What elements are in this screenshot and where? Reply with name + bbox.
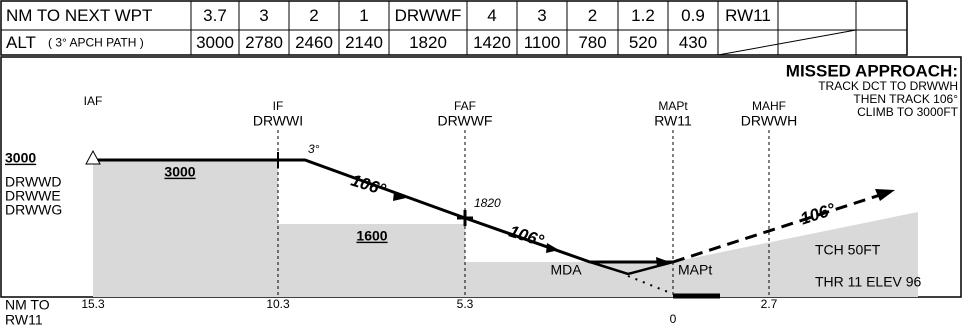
glide-angle: 3°: [308, 142, 320, 156]
row-label: ALT: [6, 33, 36, 52]
cell: RW11: [725, 6, 771, 25]
arrowhead: [656, 257, 670, 267]
fix-name: RW11: [654, 113, 692, 129]
iaf-altitude: 3000: [5, 150, 36, 166]
missed-line: THEN TRACK 106°: [853, 92, 958, 106]
terrain: [93, 160, 918, 297]
cell: 3.7: [203, 6, 227, 25]
distance: 10.3: [266, 297, 290, 311]
cell: 2460: [295, 33, 333, 52]
tch: TCH 50FT: [815, 242, 881, 258]
distance: 5.3: [457, 297, 474, 311]
row-label: NM TO NEXT WPT: [6, 6, 152, 25]
fix-role: MAHF: [752, 99, 786, 113]
cell: 1820: [409, 33, 447, 52]
cell: 3: [537, 6, 546, 25]
fix-role: IF: [273, 99, 284, 113]
cell: 1100: [524, 33, 561, 52]
iaf-fix: DRWWE: [5, 188, 61, 204]
missed-title: MISSED APPROACH:: [786, 61, 958, 80]
track: 106°: [798, 200, 838, 229]
arrowhead: [393, 191, 406, 201]
fix-role: FAF: [454, 99, 476, 113]
iaf-fix: DRWWD: [5, 174, 62, 190]
cell: 520: [629, 33, 657, 52]
threshold: THR 11 ELEV 96: [815, 274, 922, 290]
iaf-fix: DRWWG: [5, 202, 62, 218]
faf-cross: [457, 210, 473, 226]
faf-altitude: 1820: [474, 196, 501, 210]
segment-altitude: 3000: [164, 164, 195, 180]
table-border: [0, 0, 908, 56]
mapt: MAPt: [678, 262, 712, 278]
cell: 1: [359, 6, 368, 25]
cell: 4: [487, 6, 496, 25]
cell: DRWWF: [395, 6, 462, 25]
fix-name: DRWWI: [253, 113, 303, 129]
segment-altitude: 1600: [356, 228, 387, 244]
iaf-triangle: [85, 149, 101, 165]
cell: 2780: [245, 33, 283, 52]
cell: 3: [259, 6, 268, 25]
missed-path: [672, 193, 881, 264]
fix-role: IAF: [84, 94, 103, 108]
distance-label: NM TO: [5, 297, 50, 313]
track: 106°: [507, 222, 547, 251]
missed-line: TRACK DCT TO DRWWH: [818, 79, 958, 93]
arrowhead: [875, 189, 895, 201]
cell: 780: [578, 33, 606, 52]
cell: 1420: [473, 33, 511, 52]
missed-line: CLIMB TO 3000FT: [857, 105, 959, 119]
slash: [717, 29, 857, 56]
fix-name: DRWWF: [438, 113, 493, 129]
cell: 0.9: [681, 6, 705, 25]
distance-label: RW11: [5, 312, 43, 328]
distance: 0: [670, 312, 677, 326]
distance: 15.3: [81, 297, 105, 311]
track: 106°: [349, 171, 389, 200]
distance: 2.7: [761, 297, 778, 311]
fix-name: DRWWH: [741, 113, 798, 129]
fix-lines: [277, 130, 770, 297]
cell: 430: [679, 33, 707, 52]
mda: MDA: [550, 262, 582, 278]
arrowhead: [546, 243, 559, 253]
cell: 1.2: [631, 6, 655, 25]
cell: 2140: [345, 33, 383, 52]
row-note: ( 3° APCH PATH ): [48, 36, 144, 50]
cell: 3000: [196, 33, 234, 52]
fix-role: MAPt: [658, 99, 688, 113]
cell: 2: [309, 6, 318, 25]
cell: 2: [588, 6, 597, 25]
wpt-table: NM TO NEXT WPT 3.7 3 2 1 DRWWF 4 3 2 1.2 0.9 RW11 AL…: [0, 0, 908, 56]
